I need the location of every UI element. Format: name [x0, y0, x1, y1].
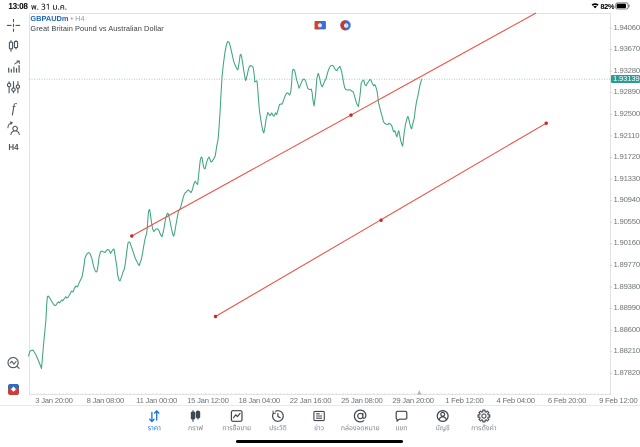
svg-text:f: f: [12, 100, 18, 115]
svg-text:H4: H4: [8, 143, 19, 152]
svg-text:82%: 82%: [600, 2, 614, 11]
